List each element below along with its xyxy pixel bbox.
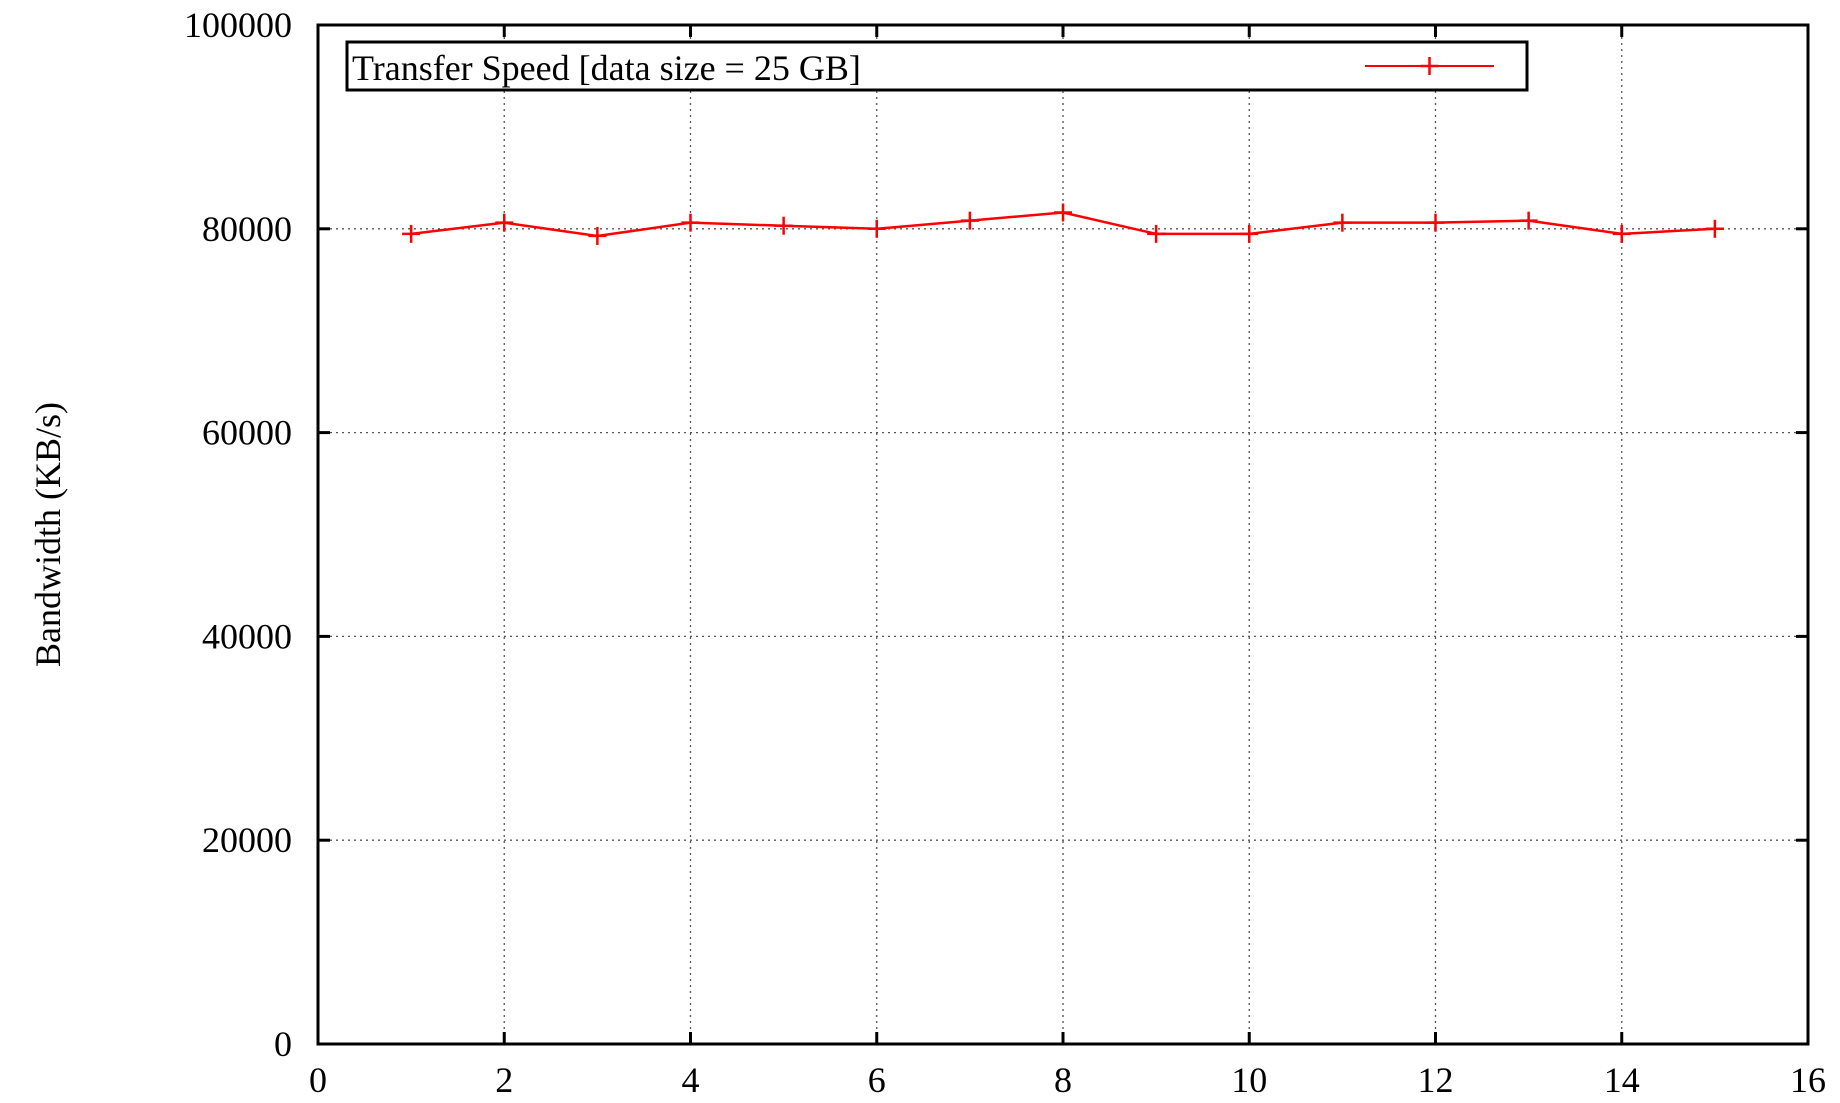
x-tick-label: 10 [1231,1060,1267,1098]
x-tick-label: 6 [868,1060,886,1098]
data-point-marker [588,226,607,245]
data-series [402,203,1724,245]
axis-ticks [316,23,1810,1046]
data-point-marker [1333,213,1352,232]
x-tick-label: 12 [1418,1060,1454,1098]
data-point-marker [495,213,514,232]
data-point-marker [1519,211,1538,230]
y-tick-label: 80000 [202,209,292,249]
data-point-marker [867,219,886,238]
y-tick-label: 40000 [202,616,292,656]
data-point-marker [1054,203,1072,222]
y-tick-label: 100000 [184,5,292,45]
x-tick-label: 14 [1604,1060,1640,1098]
data-point-marker [1705,219,1724,238]
data-point-marker [681,213,700,232]
data-point-marker [1240,224,1259,243]
x-tick-label: 2 [495,1060,513,1098]
x-tick-label: 8 [1054,1060,1072,1098]
tick-labels: 0 2 4 6 8 10 12 14 16 0 20000 40000 60000 80000 100000 [184,5,1826,1100]
legend-marker [1420,57,1439,75]
data-point-marker [1426,213,1445,232]
legend: Transfer Speed [data size = 25 GB] [345,40,1529,92]
plot-frame [316,23,1810,1046]
grid-lines [318,25,1808,1044]
y-axis-label: Bandwidth (KB/s) [28,402,68,667]
legend-box [345,40,1529,92]
legend-label: Transfer Speed [data size = 25 GB] [352,48,861,88]
x-tick-label: 16 [1790,1060,1826,1098]
x-tick-label: 4 [682,1060,700,1098]
data-point-marker [402,224,421,243]
x-tick-label: 0 [309,1060,327,1098]
y-tick-label: 60000 [202,413,292,453]
data-point-marker [960,211,979,230]
y-tick-label: 20000 [202,820,292,860]
y-tick-label: 0 [274,1024,292,1064]
data-point-marker [1147,224,1166,243]
data-point-marker [1612,224,1631,243]
data-point-marker [774,216,793,235]
